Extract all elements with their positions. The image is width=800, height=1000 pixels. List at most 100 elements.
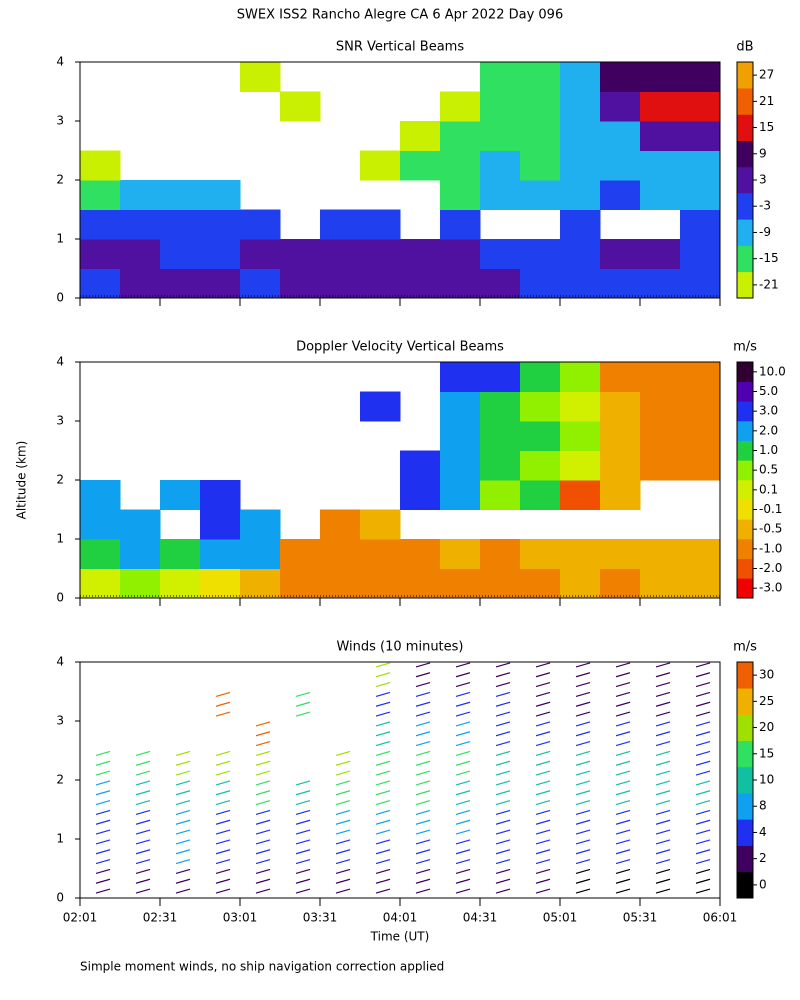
wind-barb	[495, 829, 511, 835]
x-tick-label: 03:01	[223, 911, 258, 925]
wind-barb	[95, 819, 111, 825]
colorbar-label: 2	[759, 851, 767, 865]
wind-barb	[135, 760, 151, 766]
colorbar-label: 20	[759, 720, 774, 734]
field-cell	[640, 568, 681, 599]
wind-barb	[535, 859, 551, 865]
wind-barb	[575, 721, 591, 727]
wind-barb	[255, 868, 271, 874]
field-cell	[120, 568, 161, 599]
field-cell	[480, 450, 521, 481]
field-cell	[560, 539, 601, 569]
wind-barb	[495, 662, 511, 668]
y-tick-label: 4	[56, 355, 64, 369]
field-cell	[120, 268, 161, 299]
wind-barb	[175, 770, 191, 776]
wind-barb	[575, 800, 591, 806]
wind-barb	[455, 672, 471, 678]
wind-barb	[415, 731, 431, 737]
field-cell	[200, 239, 241, 269]
field-cell	[600, 239, 641, 269]
wind-barb	[335, 809, 351, 815]
field-cell	[440, 391, 481, 422]
wind-barb	[655, 809, 671, 815]
wind-barb	[95, 770, 111, 776]
x-tick-label: 02:31	[143, 911, 178, 925]
field-cell	[480, 239, 521, 269]
field-cell	[640, 391, 681, 422]
field-cell	[680, 239, 721, 269]
field-cell	[560, 121, 601, 151]
field-cell	[80, 539, 121, 569]
wind-barb	[575, 829, 591, 835]
field-cell	[440, 209, 481, 240]
colorbar-label: 25	[759, 694, 774, 708]
field-cell	[280, 268, 321, 299]
colorbar-block	[737, 766, 753, 794]
colorbar-block	[737, 688, 753, 715]
wind-barb	[495, 839, 511, 845]
field-cell	[200, 539, 241, 569]
wind-barb	[455, 809, 471, 815]
wind-barb	[415, 672, 431, 678]
colorbar-label: -2.0	[759, 561, 782, 575]
colorbar-label: 27	[759, 68, 774, 82]
wind-barb	[255, 731, 271, 737]
field-cell	[640, 421, 681, 451]
wind-barb	[535, 839, 551, 845]
field-cell	[560, 480, 601, 510]
field-cell	[680, 362, 721, 392]
wind-barb	[95, 780, 111, 786]
wind-barb	[175, 868, 191, 874]
colorbar-block	[737, 519, 753, 540]
colorbar-block	[737, 421, 753, 441]
wind-barb	[455, 682, 471, 688]
wind-barb	[695, 829, 711, 835]
wind-barb	[495, 849, 511, 855]
colorbar-label: 30	[759, 668, 774, 682]
wind-barb	[415, 819, 431, 825]
field-cell	[360, 568, 401, 599]
wind-barb	[615, 750, 631, 756]
wind-barb	[535, 701, 551, 707]
wind-barb	[375, 800, 391, 806]
colorbar-label: 0	[759, 877, 767, 891]
wind-barb	[455, 731, 471, 737]
field-cell	[560, 150, 601, 181]
wind-barb	[415, 839, 431, 845]
field-cell	[600, 539, 641, 569]
wind-barb	[295, 711, 311, 717]
wind-barb	[215, 790, 231, 796]
field-cell	[440, 180, 481, 210]
wind-barb	[375, 701, 391, 707]
field-cell	[680, 450, 721, 481]
wind-barb	[695, 780, 711, 786]
wind-barb	[255, 829, 271, 835]
wind-barb	[415, 682, 431, 688]
wind-barb	[335, 750, 351, 756]
y-tick-label: 3	[56, 114, 64, 128]
wind-barb	[615, 682, 631, 688]
wind-barb	[415, 662, 431, 668]
wind-barb	[215, 849, 231, 855]
wind-barb	[575, 878, 591, 884]
wind-barb	[175, 829, 191, 835]
wind-barb	[295, 780, 311, 786]
field-cell	[280, 568, 321, 599]
wind-barb	[695, 760, 711, 766]
wind-barb	[415, 760, 431, 766]
colorbar-label: 1.0	[759, 443, 778, 457]
field-cell	[400, 268, 441, 299]
wind-barb	[175, 839, 191, 845]
wind-barb	[495, 760, 511, 766]
wind-barb	[455, 701, 471, 707]
colorbar-block	[737, 362, 753, 382]
wind-barb	[375, 809, 391, 815]
field-cell	[600, 150, 641, 181]
colorbar-block	[737, 714, 753, 741]
wind-barb	[175, 849, 191, 855]
wind-barb	[215, 819, 231, 825]
colorbar-block	[737, 381, 753, 402]
wind-barb	[375, 888, 391, 894]
wind-barb	[575, 868, 591, 874]
